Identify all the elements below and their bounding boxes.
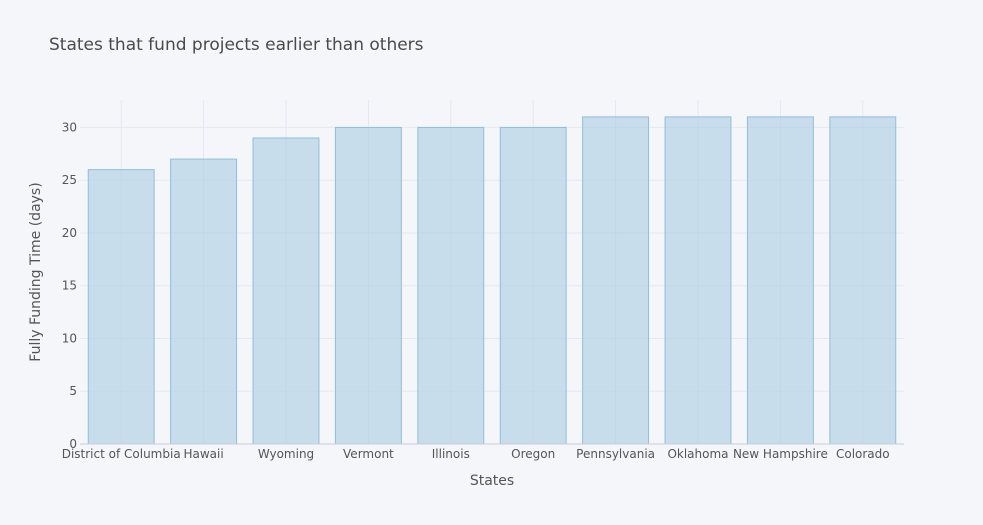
chart-title: States that fund projects earlier than o… [49,35,424,55]
x-axis-title: States [470,473,514,489]
y-axis-title: Fully Funding Time (days) [28,182,44,361]
x-tick-label: Oregon [511,447,555,461]
bar-colorado[interactable] [829,116,897,445]
y-tick-label: 15 [62,279,77,293]
bar-district-of-columbia[interactable] [87,169,155,445]
x-tick-label: District of Columbia [62,447,181,461]
y-tick-label: 20 [62,226,77,240]
bar-vermont[interactable] [334,126,402,445]
x-tick-label: New Hampshire [733,447,828,461]
y-tick-label: 25 [62,173,77,187]
x-axis-ticks: District of Columbia Hawaii Wyoming Vermont… [62,447,890,461]
x-tick-label: Colorado [836,447,890,461]
x-tick-label: Illinois [432,447,470,461]
y-tick-label: 30 [62,120,77,134]
bar-wyoming[interactable] [252,137,320,445]
x-tick-label: Wyoming [258,447,314,461]
x-tick-label: Pennsylvania [576,447,655,461]
bar-illinois[interactable] [417,126,485,445]
x-tick-label: Vermont [343,447,394,461]
bar-oregon[interactable] [499,126,567,445]
bar-hawaii[interactable] [170,158,238,445]
x-tick-label: Oklahoma [667,447,728,461]
bar-new-hampshire[interactable] [746,116,814,445]
y-tick-label: 5 [69,384,77,398]
bar-pennsylvania[interactable] [582,116,650,445]
x-tick-label: Hawaii [183,447,223,461]
y-tick-label: 0 [69,437,77,451]
y-tick-label: 10 [62,331,77,345]
y-axis-ticks: 0 5 10 15 20 25 30 [62,120,77,451]
bars [87,116,897,445]
bar-oklahoma[interactable] [664,116,732,445]
